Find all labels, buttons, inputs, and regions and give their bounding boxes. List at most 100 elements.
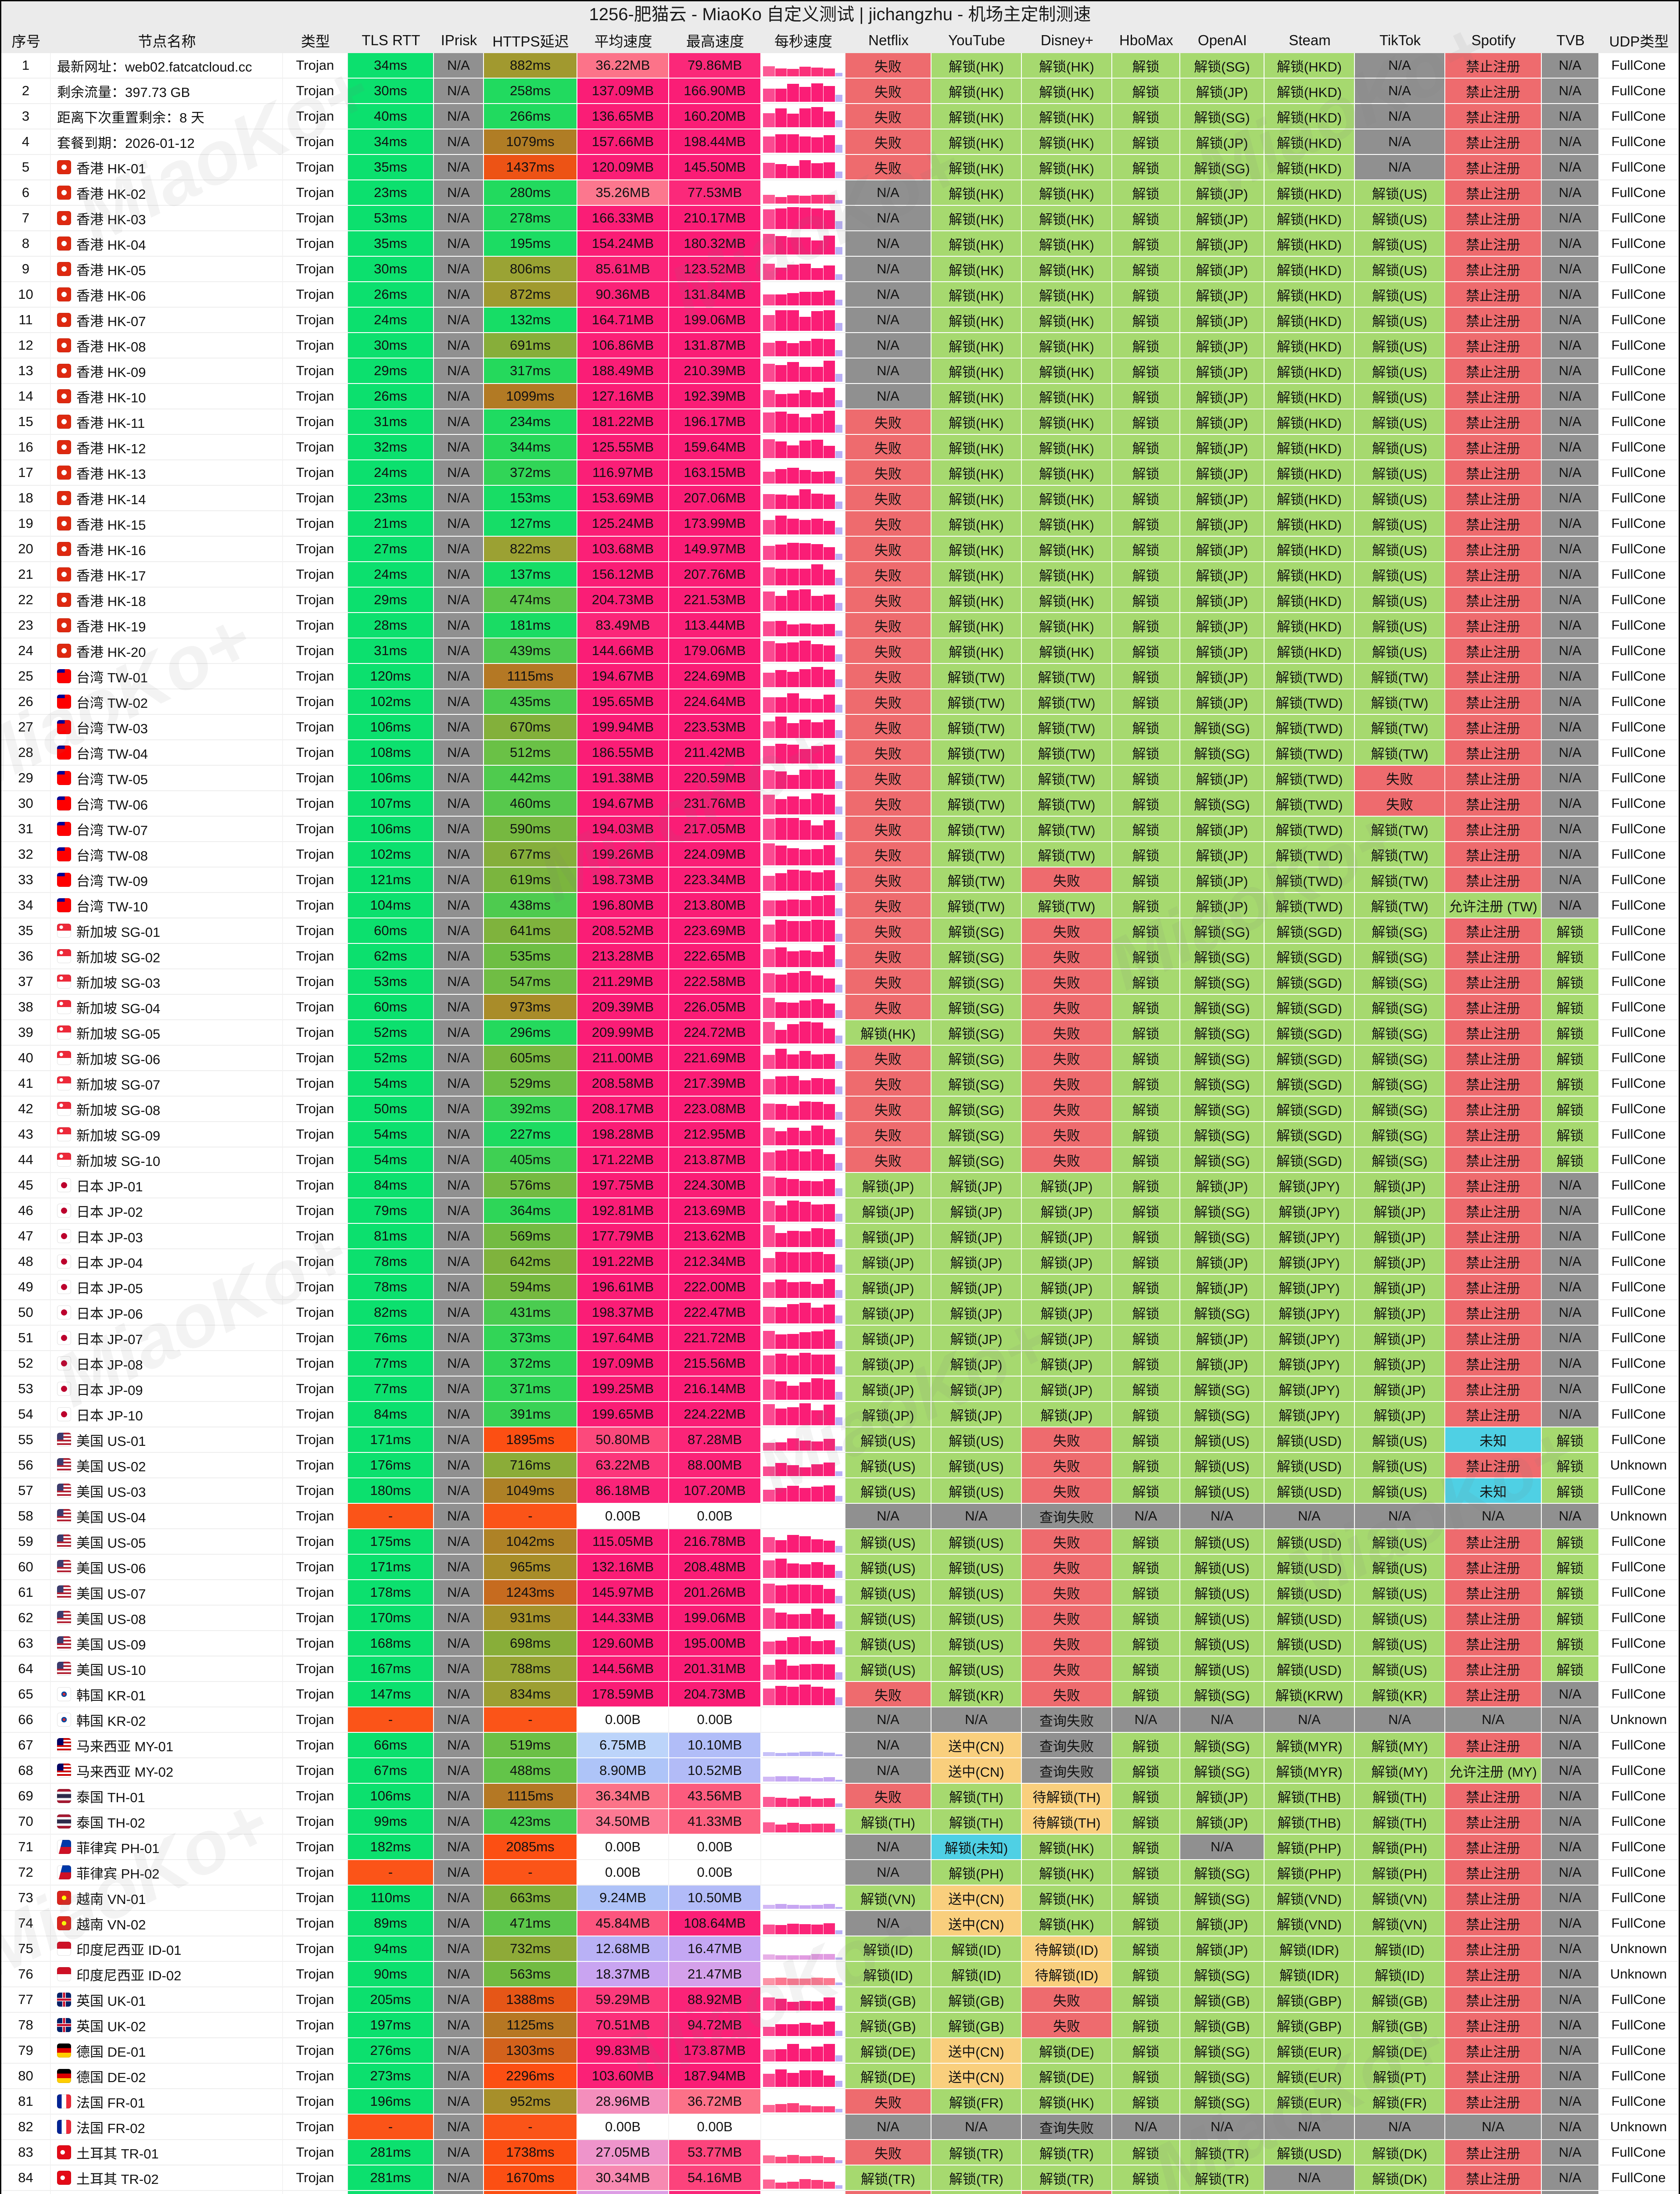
cell-hbomax: 解锁 — [1112, 1682, 1180, 1707]
cell-hbomax: 解锁 — [1112, 1758, 1180, 1784]
flag-icon-jp — [57, 1407, 71, 1421]
cell-udp-type: Unknown — [1599, 1962, 1679, 1987]
cell-index: 82 — [1, 2115, 51, 2140]
cell-disney-plus: 失败 — [1022, 1682, 1112, 1707]
cell-hbomax: 解锁 — [1112, 588, 1180, 613]
per-second-speed-chart — [761, 1352, 845, 1375]
cell-speed-bars — [761, 1046, 845, 1071]
cell-openai: 解锁(JP) — [1180, 766, 1264, 791]
table-row: 36 新加坡 SG-02 Trojan 62ms N/A 535ms 213.28MB 222… — [1, 944, 1679, 969]
cell-netflix: 失败 — [845, 868, 931, 893]
per-second-speed-chart — [761, 1657, 845, 1681]
cell-hbomax: 解锁 — [1112, 1911, 1180, 1936]
cell-https-latency: 372ms — [484, 460, 577, 486]
node-name-label: 美国 US-08 — [76, 1611, 146, 1627]
cell-https-latency: 1437ms — [484, 155, 577, 180]
table-row: 62 美国 US-08 Trojan 170ms N/A 931ms 144.33MB 199… — [1, 1606, 1679, 1631]
cell-speed-bars — [761, 791, 845, 817]
cell-speed-bars — [761, 1198, 845, 1224]
cell-iprisk: N/A — [434, 1707, 484, 1733]
per-second-speed-chart — [761, 130, 845, 154]
flag-icon-id — [57, 1967, 71, 1981]
cell-protocol-type: Trojan — [283, 2064, 348, 2089]
cell-node-name: 英国 UK-02 — [51, 2013, 283, 2038]
cell-disney-plus: 解锁(HK) — [1022, 1860, 1112, 1886]
cell-tiktok: 解锁(US) — [1355, 333, 1445, 358]
cell-speed-bars — [761, 893, 845, 918]
cell-netflix: 解锁(JP) — [845, 1351, 931, 1377]
cell-index: 72 — [1, 1860, 51, 1886]
cell-speed-bars — [761, 53, 845, 79]
cell-steam: 解锁(JPY) — [1264, 1300, 1355, 1326]
cell-steam: 解锁(HKD) — [1264, 613, 1355, 638]
cell-max-speed: 0.00B — [669, 2115, 761, 2140]
cell-index: 57 — [1, 1478, 51, 1504]
cell-iprisk: N/A — [434, 2140, 484, 2165]
cell-node-name: 香港 HK-07 — [51, 308, 283, 333]
cell-youtube: 解锁(SG) — [931, 995, 1022, 1020]
cell-avg-speed: 157.66MB — [577, 129, 669, 155]
cell-hbomax: 解锁 — [1112, 460, 1180, 486]
cell-disney-plus: 失败 — [1022, 1606, 1112, 1631]
flag-icon-tw — [57, 746, 71, 760]
cell-tiktok: 解锁(US) — [1355, 638, 1445, 664]
cell-max-speed: 231.76MB — [669, 791, 761, 817]
per-second-speed-chart — [761, 1250, 845, 1273]
cell-https-latency: 317ms — [484, 358, 577, 384]
per-second-speed-chart — [761, 1479, 845, 1502]
node-name-label: 韩国 KR-02 — [76, 1713, 146, 1729]
cell-max-speed: 196.17MB — [669, 409, 761, 435]
cell-openai: 解锁(JP) — [1180, 1784, 1264, 1809]
cell-iprisk: N/A — [434, 53, 484, 79]
cell-tvb: N/A — [1542, 1962, 1599, 1987]
cell-openai: 解锁(SG) — [1180, 1071, 1264, 1097]
cell-udp-type: FullCone — [1599, 1275, 1679, 1300]
cell-udp-type: Unknown — [1599, 1453, 1679, 1478]
cell-spotify: 禁止注册 — [1445, 53, 1542, 79]
cell-protocol-type: Trojan — [283, 1020, 348, 1046]
cell-tvb: N/A — [1542, 1758, 1599, 1784]
cell-hbomax: 解锁 — [1112, 1377, 1180, 1402]
cell-disney-plus: 解锁(HK) — [1022, 1911, 1112, 1936]
cell-node-name: 香港 HK-18 — [51, 588, 283, 613]
cell-tiktok: 解锁(JP) — [1355, 1326, 1445, 1351]
cell-udp-type: FullCone — [1599, 1224, 1679, 1249]
cell-netflix: 失败 — [845, 1122, 931, 1147]
cell-index: 52 — [1, 1351, 51, 1377]
cell-max-speed: 198.44MB — [669, 129, 761, 155]
per-second-speed-chart — [761, 817, 845, 841]
cell-tvb: N/A — [1542, 1911, 1599, 1936]
cell-udp-type: FullCone — [1599, 715, 1679, 740]
cell-max-speed: 88.00MB — [669, 1453, 761, 1478]
cell-youtube: 解锁(US) — [931, 1529, 1022, 1555]
cell-youtube: 解锁(TW) — [931, 715, 1022, 740]
cell-avg-speed: 164.71MB — [577, 308, 669, 333]
cell-steam: 解锁(USD) — [1264, 1656, 1355, 1682]
cell-youtube: 解锁(HK) — [931, 613, 1022, 638]
cell-tvb: N/A — [1542, 1860, 1599, 1886]
cell-disney-plus: 解锁(DE) — [1022, 2038, 1112, 2064]
cell-openai: 解锁(SG) — [1180, 918, 1264, 944]
cell-hbomax: 解锁 — [1112, 435, 1180, 460]
cell-youtube: 解锁(TW) — [931, 791, 1022, 817]
cell-hbomax: 解锁 — [1112, 104, 1180, 129]
cell-iprisk: N/A — [434, 511, 484, 537]
column-header-3: TLS RTT — [348, 28, 434, 53]
cell-youtube: 解锁(SG) — [931, 1097, 1022, 1122]
cell-iprisk: N/A — [434, 1326, 484, 1351]
cell-tiktok: 解锁(US) — [1355, 282, 1445, 308]
cell-openai: 解锁(SG) — [1180, 1122, 1264, 1147]
cell-hbomax: 解锁 — [1112, 308, 1180, 333]
cell-tvb: N/A — [1542, 180, 1599, 206]
column-header-8: 每秒速度 — [761, 28, 845, 53]
flag-icon-hk — [57, 415, 71, 429]
cell-iprisk: N/A — [434, 766, 484, 791]
flag-icon-th — [57, 1789, 71, 1803]
node-name-label: 香港 HK-06 — [76, 288, 146, 304]
cell-openai: 解锁(SG) — [1180, 2064, 1264, 2089]
cell-index: 71 — [1, 1835, 51, 1860]
cell-disney-plus: 查询失败 — [1022, 2115, 1112, 2140]
cell-steam: 解锁(TWD) — [1264, 842, 1355, 868]
cell-netflix: 失败 — [845, 689, 931, 715]
cell-tls-rtt: 104ms — [348, 893, 434, 918]
